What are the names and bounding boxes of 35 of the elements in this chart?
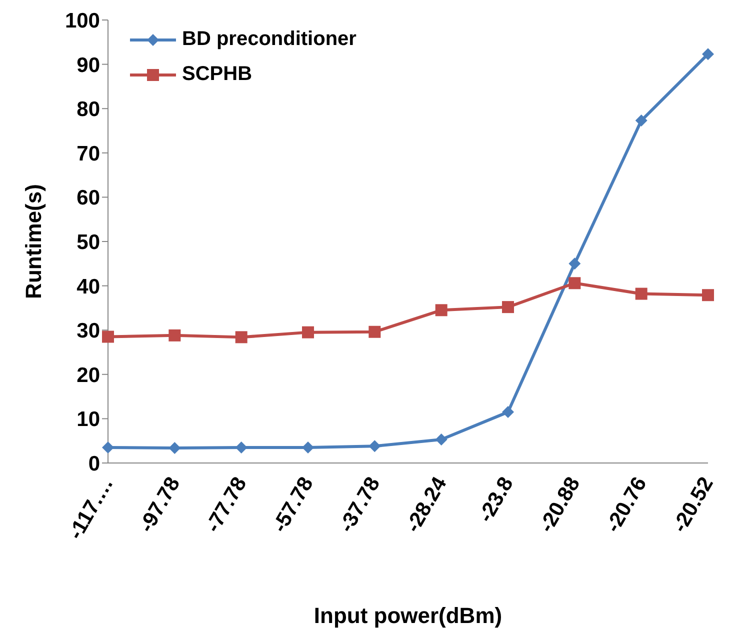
- point: [168, 329, 181, 342]
- legend-label: SCPHB: [182, 63, 252, 86]
- point: [168, 442, 181, 454]
- point: [302, 326, 314, 338]
- y-tick-label: 50: [76, 230, 100, 254]
- point: [302, 441, 314, 454]
- legend-label: BD preconditioner: [182, 28, 356, 51]
- y-tick-label: 70: [76, 142, 100, 166]
- point: [502, 301, 514, 314]
- y-tick-label: 80: [76, 98, 100, 122]
- point: [102, 441, 114, 454]
- point: [435, 304, 448, 316]
- y-tick-label: 0: [88, 452, 100, 476]
- point: [368, 326, 381, 338]
- point: [502, 406, 514, 418]
- point: [702, 289, 714, 302]
- point: [702, 48, 714, 60]
- y-tick-label: 100: [64, 9, 100, 32]
- y-tick-label: 90: [76, 54, 100, 77]
- point: [435, 434, 448, 446]
- point: [635, 288, 648, 300]
- point: [235, 331, 248, 344]
- point: [102, 330, 114, 343]
- point: [568, 277, 581, 290]
- y-axis-title: Runtime(s): [20, 184, 46, 299]
- y-tick-label: 40: [76, 275, 100, 298]
- point: [635, 114, 648, 127]
- y-tick-label: 60: [76, 186, 100, 210]
- y-tick-label: 10: [76, 408, 100, 432]
- x-axis-title: Input power(dBm): [314, 603, 502, 628]
- point: [568, 258, 581, 270]
- point: [235, 441, 248, 454]
- y-tick-label: 30: [76, 320, 100, 343]
- y-tick-label: 20: [76, 364, 100, 387]
- point: [368, 440, 381, 452]
